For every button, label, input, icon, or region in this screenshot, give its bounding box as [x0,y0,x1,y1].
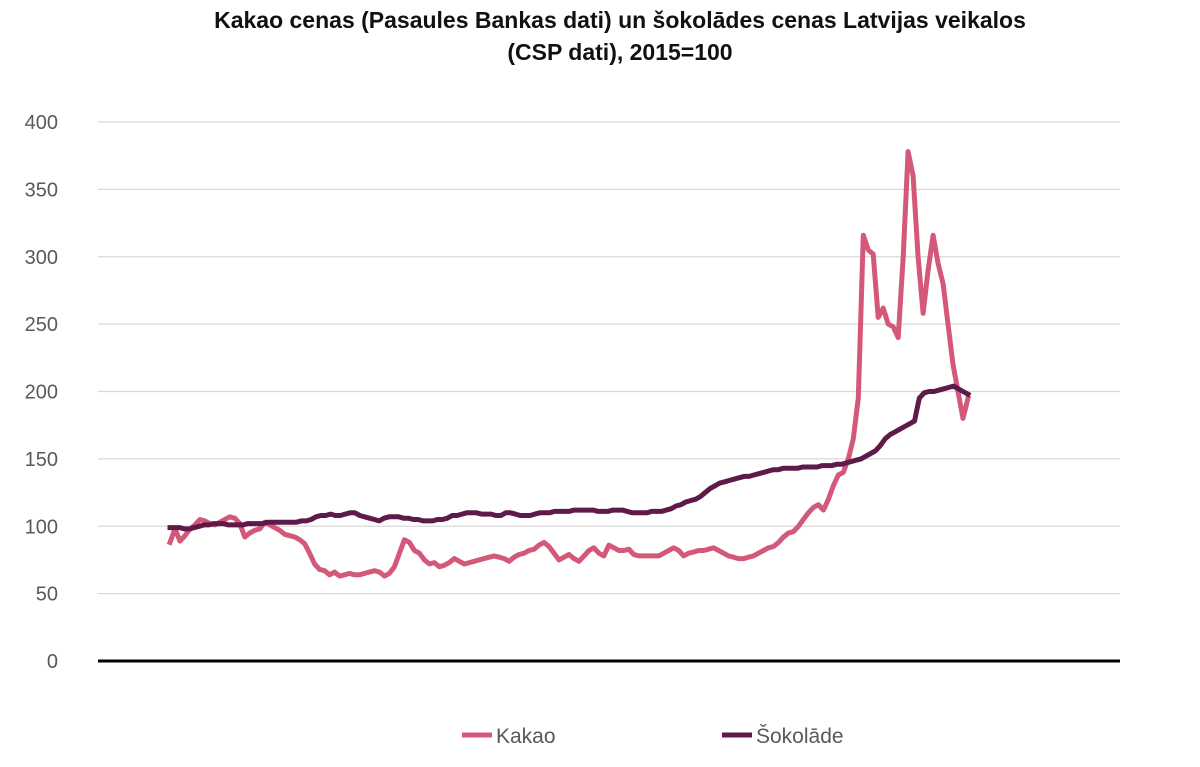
series-lines [166,149,972,579]
series-line-kakao [166,149,972,579]
y-tick-label-150: 150 [25,449,58,471]
y-tick-label-200: 200 [25,382,58,404]
legend: Kakao Šokolāde [462,725,844,748]
y-tick-label-0: 0 [47,651,58,673]
chart-title: Kakao cenas (Pasaules Bankas dati) un šo… [0,4,1200,68]
y-tick-label-300: 300 [25,247,58,269]
legend-label-sokolade: Šokolāde [756,725,844,748]
y-tick-label-400: 400 [25,112,58,134]
grid-lines [98,121,1120,595]
legend-label-kakao: Kakao [496,725,556,748]
y-tick-label-100: 100 [25,516,58,538]
y-tick-label-250: 250 [25,314,58,336]
chart-title-line-2: (CSP dati), 2015=100 [507,39,733,65]
y-axis: 0 50 100 150 200 250 300 350 400 [25,112,1120,673]
y-tick-label-50: 50 [36,584,58,606]
chart-title-line-1: Kakao cenas (Pasaules Bankas dati) un šo… [214,7,1026,33]
y-tick-label-350: 350 [25,179,58,201]
series-line-sokolade [167,383,972,532]
